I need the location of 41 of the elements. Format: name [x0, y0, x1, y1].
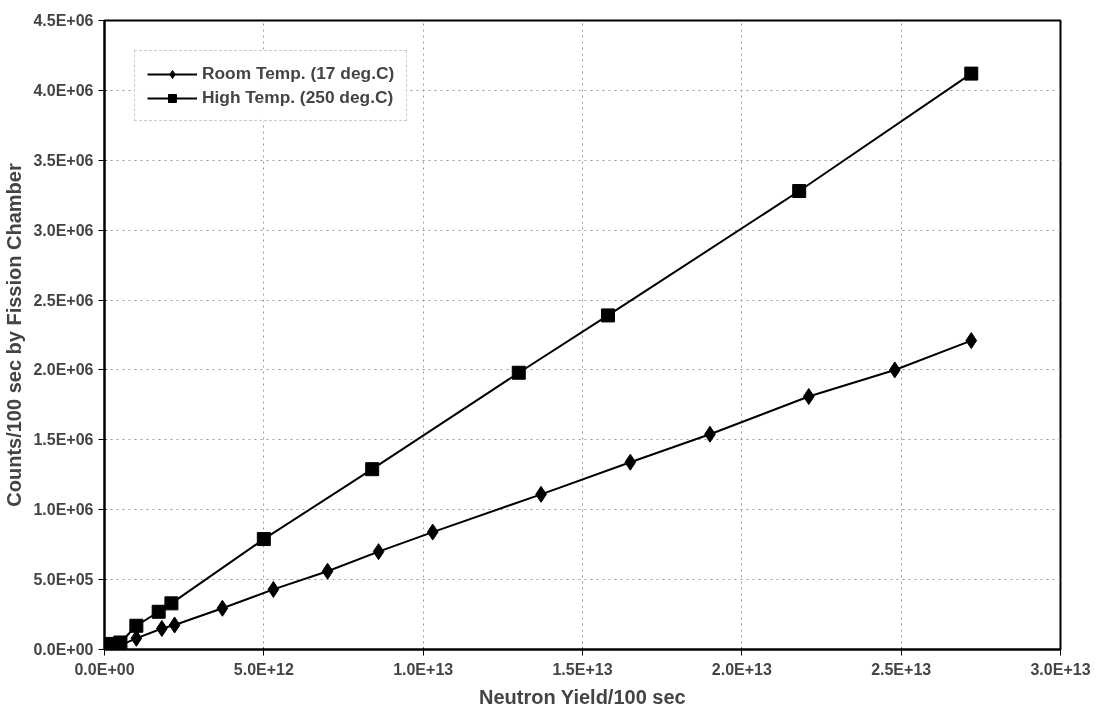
point [792, 184, 807, 199]
y-tick-label: 4.0E+06 [33, 81, 94, 99]
point [965, 332, 978, 350]
y-tick-label: 1.0E+06 [33, 501, 94, 519]
point [267, 580, 280, 598]
y-tick-label: 3.0E+06 [33, 221, 94, 239]
x-tick-label: 1.5E+13 [552, 660, 613, 678]
x-tick-label: 0.0E+00 [74, 660, 135, 678]
y-tick-label: 3.5E+06 [33, 151, 94, 169]
y-tick-label: 0.0E+00 [33, 641, 94, 658]
x-tick-label: 5.0E+12 [233, 660, 294, 678]
y-tick-label: 5.0E+05 [33, 571, 94, 589]
point [426, 523, 439, 541]
point [624, 453, 637, 471]
x-tick-label: 3.0E+13 [1030, 660, 1091, 678]
point [129, 618, 144, 633]
point [164, 596, 179, 611]
point [600, 308, 615, 323]
point [888, 361, 901, 379]
point [113, 635, 128, 650]
y-tick-label: 2.5E+06 [33, 291, 94, 309]
legend-label: High Temp. (250 deg.C) [202, 87, 394, 108]
legend-label: Room Temp. (17 deg.C) [202, 63, 395, 84]
point [964, 66, 979, 81]
point [511, 365, 526, 380]
point [168, 616, 181, 634]
point [802, 388, 815, 405]
point [216, 599, 229, 617]
x-tick-label: 2.5E+13 [871, 660, 932, 678]
point [372, 543, 385, 561]
point [256, 532, 271, 547]
y-tick-label: 4.5E+06 [33, 12, 94, 29]
point [151, 604, 166, 619]
x-tick-label: 2.0E+13 [711, 660, 772, 678]
point [365, 462, 380, 477]
x-axis-title: Neutron Yield/100 sec [478, 685, 686, 708]
point [321, 562, 334, 580]
y-axis-title: Counts/100 sec by Fission Chamber [3, 163, 26, 507]
y-tick-label: 1.5E+06 [33, 431, 94, 449]
y-tick-label: 2.0E+06 [33, 361, 94, 379]
x-tick-label: 1.0E+13 [393, 660, 454, 678]
